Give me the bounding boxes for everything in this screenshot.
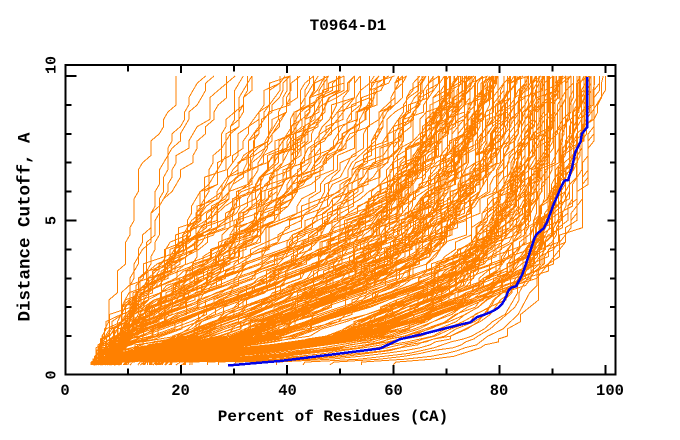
svg-text:10: 10 [43,56,60,74]
svg-text:40: 40 [278,382,297,400]
svg-text:0: 0 [43,370,60,379]
svg-text:5: 5 [43,216,60,225]
svg-text:T0964-D1: T0964-D1 [310,17,387,35]
svg-text:0: 0 [60,382,69,400]
svg-text:80: 80 [490,382,509,400]
svg-text:Percent of Residues (CA): Percent of Residues (CA) [218,408,448,426]
svg-text:60: 60 [384,382,403,400]
svg-text:Distance Cutoff, A: Distance Cutoff, A [16,132,36,322]
svg-text:20: 20 [171,382,190,400]
svg-text:100: 100 [596,382,624,400]
